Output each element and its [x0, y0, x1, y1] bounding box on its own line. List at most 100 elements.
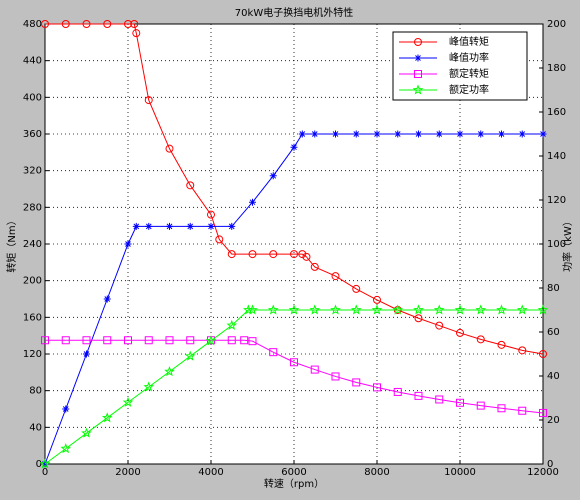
marker [269, 348, 278, 357]
marker [165, 336, 174, 345]
marker [456, 328, 464, 337]
y-tick-label: 80 [29, 386, 42, 397]
marker [477, 130, 485, 138]
marker [290, 143, 298, 151]
marker [456, 398, 464, 407]
marker [435, 321, 444, 330]
marker [60, 443, 72, 454]
marker [240, 336, 249, 345]
marker [414, 314, 423, 323]
marker [393, 387, 402, 396]
y2-axis-label: 功率（kW） [561, 216, 574, 272]
marker [497, 340, 506, 349]
marker [143, 381, 155, 392]
y2-tick-label: 200 [547, 19, 566, 30]
marker [249, 198, 256, 206]
marker [288, 304, 300, 315]
marker [228, 222, 236, 230]
marker [132, 29, 141, 38]
marker [310, 365, 319, 374]
marker [205, 335, 217, 346]
marker [227, 250, 236, 259]
legend-label: 额定转矩 [449, 67, 489, 80]
x-tick-label: 12000 [527, 467, 559, 478]
marker [414, 38, 422, 46]
marker [414, 70, 422, 78]
marker [226, 319, 238, 330]
y2-tick-label: 180 [547, 63, 566, 74]
marker [330, 304, 341, 315]
marker [132, 222, 140, 230]
marker [103, 295, 111, 303]
series-line [44, 309, 543, 465]
marker [61, 336, 70, 345]
marker [518, 130, 526, 138]
marker [311, 130, 319, 138]
marker [537, 304, 549, 315]
marker [248, 250, 257, 259]
marker [497, 404, 506, 413]
y2-tick-label: 120 [547, 195, 566, 206]
marker [415, 130, 422, 138]
marker [516, 304, 528, 315]
y-tick-label: 240 [23, 239, 42, 250]
marker [496, 304, 507, 315]
marker [124, 20, 132, 28]
marker [269, 250, 278, 259]
y2-tick-label: 20 [547, 415, 560, 426]
marker [394, 130, 402, 138]
y-tick-label: 160 [23, 312, 42, 323]
marker [248, 337, 257, 346]
marker [518, 346, 527, 355]
marker [476, 401, 485, 410]
marker [166, 222, 173, 230]
marker [371, 304, 383, 315]
y-tick-label: 200 [23, 276, 42, 287]
legend-label: 峰值功率 [449, 51, 489, 64]
marker [103, 336, 112, 345]
marker [414, 391, 423, 400]
y-tick-label: 0 [36, 459, 42, 470]
marker [144, 336, 153, 345]
legend-label: 额定功率 [449, 83, 489, 96]
marker [475, 304, 487, 315]
y-tick-label: 360 [23, 129, 42, 140]
chart-title: 70kW电子换挡电机外特性 [235, 6, 353, 19]
marker [207, 210, 215, 219]
marker [184, 350, 196, 361]
marker [373, 295, 381, 304]
y2-tick-label: 160 [547, 107, 566, 118]
marker [82, 20, 91, 28]
marker [227, 336, 236, 345]
marker [62, 405, 70, 413]
marker [352, 378, 361, 387]
marker [352, 284, 361, 293]
marker [302, 252, 311, 261]
marker [539, 408, 547, 417]
marker [518, 406, 527, 415]
marker [454, 304, 466, 315]
marker [392, 304, 404, 315]
marker [435, 395, 444, 404]
marker [310, 262, 319, 271]
y2-tick-label: 60 [547, 327, 560, 338]
marker [145, 222, 153, 230]
marker [103, 20, 112, 28]
marker [144, 96, 153, 105]
y-axis-label: 转矩（Nm） [5, 215, 18, 272]
marker [412, 84, 424, 95]
x-tick-label: 0 [42, 467, 48, 478]
marker [267, 304, 279, 315]
marker [373, 383, 381, 392]
x-tick-label: 8000 [364, 467, 389, 478]
marker [41, 20, 49, 28]
y-tick-label: 480 [23, 19, 42, 30]
y-tick-label: 400 [23, 92, 42, 103]
x-tick-label: 10000 [444, 467, 476, 478]
marker [476, 335, 485, 344]
marker [215, 235, 224, 244]
marker [332, 130, 339, 138]
x-tick-label: 2000 [115, 467, 140, 478]
marker [298, 250, 307, 259]
